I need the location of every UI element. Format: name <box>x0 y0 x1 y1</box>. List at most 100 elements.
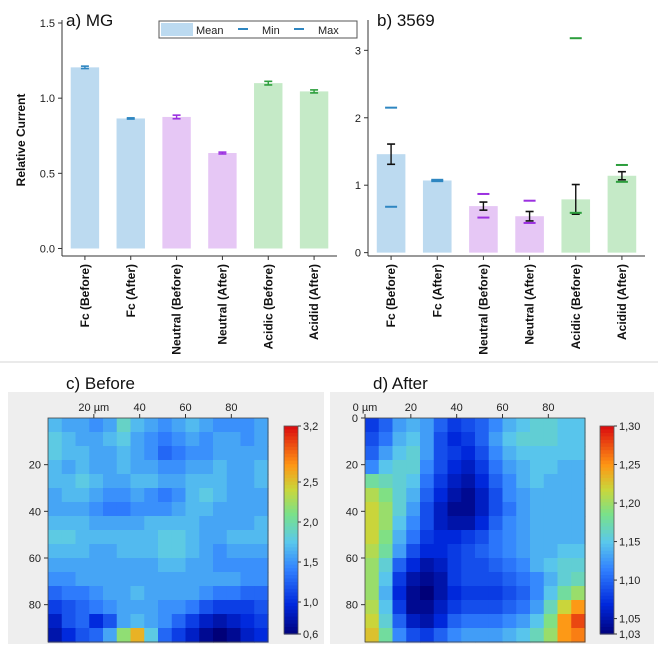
panel-d-heat-cell <box>406 446 421 461</box>
panel-d-heat-cell <box>461 628 476 643</box>
panel-c-heat-cell <box>103 516 118 531</box>
panel-d-heat-cell <box>557 516 572 531</box>
panel-c-heat-cell <box>144 558 159 573</box>
panel-d-heat-cell <box>475 572 490 587</box>
panel-d-heat-cell <box>488 488 504 503</box>
panel-c-heat-cell <box>213 614 228 629</box>
panel-d-heat-cell <box>475 474 490 489</box>
panel-c-colorbar-segment <box>284 599 298 604</box>
panel-d-xtick-label: 80 <box>542 402 554 414</box>
panel-c-heat-cell <box>199 558 214 573</box>
panel-c-heat-cell <box>75 488 90 503</box>
panel-c-heat-cell <box>130 572 145 587</box>
panel-c-heat-cell <box>185 418 200 433</box>
panel-c-heat-cell <box>254 558 269 573</box>
panel-c-heat-cell <box>103 446 118 461</box>
panel-d-heat-cell <box>557 446 572 461</box>
panel-c-heat-cell <box>240 628 255 643</box>
panel-d-heat-cell <box>461 530 476 545</box>
panel-c-heat-cell <box>130 544 145 559</box>
panel-b-category-label: Acidic (Before) <box>569 264 583 349</box>
panel-d-heat-cell <box>447 432 462 447</box>
panel-c-heat-cell <box>103 502 118 517</box>
panel-d-colorbar-segment <box>600 516 614 521</box>
panel-d-heat-cell <box>406 628 421 643</box>
panel-d-colorbar-segment <box>600 512 614 517</box>
panel-d-heat-cell <box>378 474 394 489</box>
panel-c-heat-cell <box>171 586 187 601</box>
panel-d-colorbar-segment <box>600 627 614 632</box>
panel-c-heat-cell <box>130 418 145 433</box>
panel-d-colorbar-segment <box>600 450 614 455</box>
panel-d-heat-cell <box>461 446 476 461</box>
panel-d-heat-cell <box>571 572 586 587</box>
panel-d-heat-cell <box>378 446 394 461</box>
panel-d-colorbar-segment <box>600 578 614 583</box>
panel-d-ytick-label: 60 <box>346 553 358 565</box>
panel-c-heat-cell <box>158 474 173 489</box>
panel-d-heat-cell <box>557 488 572 503</box>
panel-c-colorbar-segment <box>284 523 298 528</box>
panel-d-heat-cell <box>502 502 517 517</box>
panel-d-heat-cell <box>461 516 476 531</box>
panel-d-heat-cell <box>502 628 517 643</box>
panel-d-heat-cell <box>516 586 531 601</box>
panel-d-heat-cell <box>543 572 559 587</box>
panel-c-heat-cell <box>158 502 173 517</box>
panel-c-heat-cell <box>116 600 132 615</box>
panel-c-heat-cell <box>158 446 173 461</box>
panel-d-colorbar-segment <box>600 543 614 548</box>
panel-c-heat-cell <box>158 516 173 531</box>
panel-c-heat-cell <box>61 460 77 475</box>
panel-d-heat-cell <box>420 474 435 489</box>
panel-c-colorbar-segment <box>284 568 298 573</box>
legend-mean-swatch <box>161 23 193 36</box>
panel-c-heat-cell <box>130 558 145 573</box>
panel-d-heat-cell <box>447 558 462 573</box>
panel-c-colorbar-segment <box>284 509 298 514</box>
panel-d-heat-cell <box>406 600 421 615</box>
panel-c-heat-cell <box>89 600 104 615</box>
panel-c-colorbar-segment <box>284 429 298 434</box>
panel-c-heat-cell <box>48 474 63 489</box>
panel-c-heat-cell <box>61 600 77 615</box>
panel-c-heat-cell <box>116 460 132 475</box>
panel-d-colorbar-segment <box>600 481 614 486</box>
panel-d-heat-cell <box>365 474 380 489</box>
panel-d-heat-cell <box>475 558 490 573</box>
panel-d-heat-cell <box>557 600 572 615</box>
panel-c-colorbar-segment <box>284 505 298 510</box>
panel-d-heat-cell <box>557 614 572 629</box>
panel-c-heat-cell <box>240 474 255 489</box>
panel-c-heat-cell <box>89 544 104 559</box>
panel-d-colorbar-segment <box>600 446 614 451</box>
panel-c-heat-cell <box>226 516 242 531</box>
panel-d-heat-cell <box>406 614 421 629</box>
panel-d-heat-cell <box>571 418 586 433</box>
panel-c-heat-cell <box>158 418 173 433</box>
panel-c-ytick-label: 80 <box>29 600 41 612</box>
panel-c-colorbar-segment <box>284 588 298 593</box>
panel-c-heat-cell <box>130 614 145 629</box>
panel-c-heat-cell <box>48 516 63 531</box>
panel-c-colorbar-segment <box>284 575 298 580</box>
panel-c-colorbar-segment <box>284 613 298 618</box>
panel-c-heat-cell <box>144 628 159 643</box>
panel-d-heat-cell <box>378 600 394 615</box>
panel-d-heat-cell <box>447 474 462 489</box>
panel-c-heat-cell <box>254 628 269 643</box>
panel-c-heat-cell <box>185 614 200 629</box>
panel-d-heat-cell <box>378 530 394 545</box>
panel-c-heat-cell <box>254 474 269 489</box>
panel-c-heat-cell <box>199 586 214 601</box>
panel-d-heat-cell <box>571 544 586 559</box>
panel-a-bar <box>299 91 329 249</box>
panel-d-heat-cell <box>447 516 462 531</box>
panel-d-heat-cell <box>516 488 531 503</box>
panel-a-category-label: Neutral (Before) <box>170 264 184 355</box>
panel-d-colorbar-segment <box>600 426 614 431</box>
panel-d-heat-cell <box>530 544 545 559</box>
panel-d-heat-cell <box>502 530 517 545</box>
panel-d-heat-cell <box>433 586 449 601</box>
panel-c-xtick-label: 60 <box>179 402 191 414</box>
